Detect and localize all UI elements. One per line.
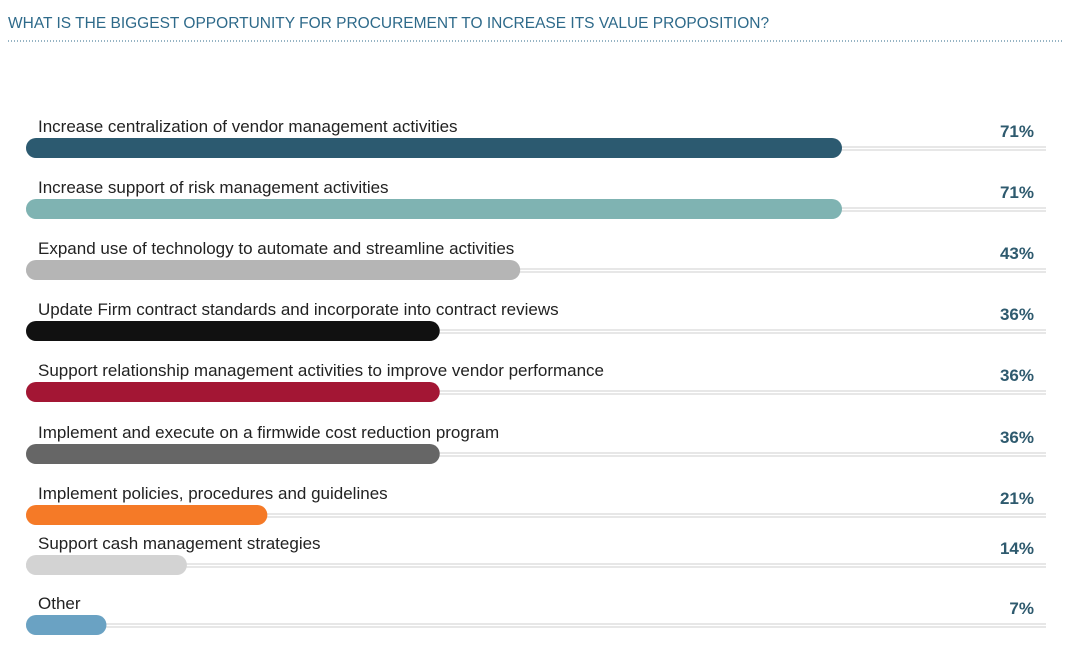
category-label: Support cash management strategies	[38, 534, 321, 553]
category-label: Implement and execute on a firmwide cost…	[38, 423, 499, 442]
value-label: 36%	[1000, 366, 1034, 385]
category-label: Other	[38, 594, 81, 613]
bar	[26, 505, 268, 525]
value-label: 71%	[1000, 122, 1034, 141]
category-label: Increase support of risk management acti…	[38, 178, 389, 197]
category-label: Expand use of technology to automate and…	[38, 239, 514, 258]
value-label: 21%	[1000, 489, 1034, 508]
category-label: Support relationship management activiti…	[38, 361, 604, 380]
value-label: 43%	[1000, 244, 1034, 263]
value-label: 7%	[1009, 599, 1034, 618]
bar	[26, 260, 521, 280]
bar	[26, 321, 440, 341]
bar	[26, 555, 187, 575]
bar	[26, 615, 107, 635]
value-label: 36%	[1000, 305, 1034, 324]
bar	[26, 444, 440, 464]
bar	[26, 199, 842, 219]
category-label: Implement policies, procedures and guide…	[38, 484, 388, 503]
category-label: Increase centralization of vendor manage…	[38, 117, 458, 136]
value-label: 36%	[1000, 428, 1034, 447]
category-label: Update Firm contract standards and incor…	[38, 300, 559, 319]
bar	[26, 138, 842, 158]
value-label: 14%	[1000, 539, 1034, 558]
chart-title: WHAT IS THE BIGGEST OPPORTUNITY FOR PROC…	[8, 15, 769, 32]
bar	[26, 382, 440, 402]
value-label: 71%	[1000, 183, 1034, 202]
